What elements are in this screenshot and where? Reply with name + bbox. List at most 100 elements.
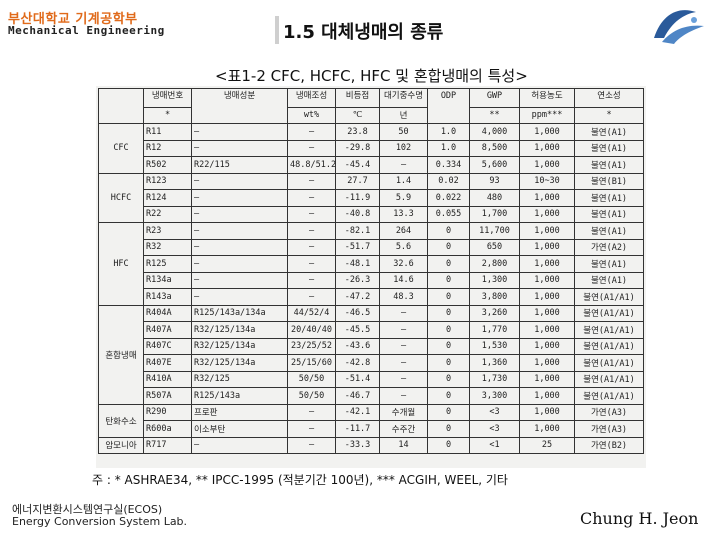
table-row: 암모니아 R717— — -33.3 14 0 <1 25 가연(B2) — [98, 436, 644, 454]
table-cell: 0 — [427, 354, 470, 372]
table-cell: R124 — [143, 189, 192, 207]
table-cell: 0 — [427, 238, 470, 256]
table-body: CFC R11— —23.8 50 1.0 4,000 1,000 불연(A1) R12— — -2… — [98, 123, 644, 454]
refrigerant-table: 냉매번호 냉매성분 냉매조성 비등점 대기중수명 ODP GWP 허용농도 연소… — [98, 88, 644, 454]
table-row: R410A R32/125 50/50 -51.4—0 1,730 1,000 불연(A1/… — [99, 370, 644, 388]
table-cell: R717 — [143, 436, 192, 454]
table-cell: — — [379, 337, 428, 355]
table-cell: 0 — [427, 420, 470, 438]
table-cell: 50 — [379, 123, 428, 141]
table-cell: — — [379, 304, 428, 322]
table-cell: 1,300 — [469, 271, 520, 289]
subheader-cell: ℃ — [335, 106, 380, 124]
table-cell: 가연(A3) — [574, 420, 644, 438]
table-cell: 3,800 — [469, 288, 520, 306]
table-cell: 수개월 — [379, 403, 428, 421]
table-cell: — — [191, 288, 288, 306]
table-cell: 1,000 — [519, 156, 575, 174]
table-cell: — — [287, 403, 336, 421]
slide-title: 1.5 대체냉매의 종류 — [283, 22, 444, 43]
table-cell: — — [191, 139, 288, 157]
table-cell: 불연(A1/A1) — [574, 288, 644, 306]
table-cell: 13.3 — [379, 205, 428, 223]
table-cell: 50/50 — [287, 370, 336, 388]
subheader-cell: ** — [469, 106, 520, 124]
table-cell: R23 — [143, 222, 192, 240]
table-cell: 1,000 — [519, 123, 575, 141]
subheader-cell: * — [143, 106, 192, 124]
table-cell: -40.8 — [335, 205, 380, 223]
table-cell: 1,000 — [519, 222, 575, 240]
table-row: R12— — -29.8 102 1.0 8,500 1,000 불연(A1) — [99, 139, 644, 157]
table-subheader-row: * wt% ℃ 년 ** ppm*** * — [99, 106, 644, 124]
table-cell: 프로판 — [191, 403, 288, 421]
table-cell: — — [287, 288, 336, 306]
table-cell: -51.7 — [335, 238, 380, 256]
table-cell: 1,000 — [519, 205, 575, 223]
table-cell: 불연(B1) — [574, 172, 644, 190]
table-cell: — — [287, 271, 336, 289]
table-cell: — — [191, 172, 288, 190]
table-cell: 0 — [427, 222, 470, 240]
table-cell: 1,000 — [519, 321, 575, 339]
table-cell: — — [287, 436, 336, 454]
table-cell: 1,000 — [519, 403, 575, 421]
lab-logo-icon — [654, 10, 704, 44]
table-cell: 1,000 — [519, 288, 575, 306]
table-cell: <1 — [469, 436, 520, 454]
table-cell: 1,000 — [519, 271, 575, 289]
group-cell: 탄화수소 — [98, 403, 144, 438]
table-cell: 불연(A1/A1) — [574, 370, 644, 388]
table-cell: 0 — [427, 436, 470, 454]
table-cell: — — [191, 205, 288, 223]
table-cell: 10~30 — [519, 172, 575, 190]
table-cell: 수주간 — [379, 420, 428, 438]
table-cell: -45.5 — [335, 321, 380, 339]
table-cell: — — [287, 420, 336, 438]
table-cell: 0 — [427, 387, 470, 405]
table-cell: 가연(A2) — [574, 238, 644, 256]
table-cell: 이소부탄 — [191, 420, 288, 438]
table-row: R502 R22/115 48.8/51.2 -45.4—0.334 5,600 1,00… — [99, 156, 644, 174]
table-cell: <3 — [469, 420, 520, 438]
table-cell: 불연(A1/A1) — [574, 304, 644, 322]
table-cell: -45.4 — [335, 156, 380, 174]
table-cell: 650 — [469, 238, 520, 256]
table-cell: R125 — [143, 255, 192, 273]
lab-name-ko: 에너지변환시스템연구실(ECOS) — [12, 503, 163, 516]
table-cell: 0 — [427, 337, 470, 355]
table-cell: 50/50 — [287, 387, 336, 405]
table-cell: 5.9 — [379, 189, 428, 207]
table-cell: 0.02 — [427, 172, 470, 190]
subheader-cell: wt% — [287, 106, 336, 124]
header-cell: 대기중수명 — [379, 88, 428, 108]
header-cell: 냉매조성 — [287, 88, 336, 108]
table-cell: 불연(A1/A1) — [574, 337, 644, 355]
title-bar — [275, 16, 629, 44]
table-cell: 1.0 — [427, 139, 470, 157]
table-cell: 가연(B2) — [574, 436, 644, 454]
table-cell: 1,530 — [469, 337, 520, 355]
table-cell: -43.6 — [335, 337, 380, 355]
table-cell: -42.8 — [335, 354, 380, 372]
table-footnote: 주 : * ASHRAE34, ** IPCC-1995 (적분기간 100년)… — [92, 473, 508, 487]
table-row: R407A R32/125/134a 20/40/40 -45.5—0 1,770 1,0… — [99, 321, 644, 339]
header-cell: 냉매번호 — [143, 88, 192, 108]
table-cell: R123 — [143, 172, 192, 190]
table-cell: — — [191, 238, 288, 256]
table-cell: 1,730 — [469, 370, 520, 388]
table-cell: 1,000 — [519, 337, 575, 355]
table-cell: R32/125/134a — [191, 354, 288, 372]
table-cell: R134a — [143, 271, 192, 289]
table-cell: — — [287, 222, 336, 240]
table-cell: — — [287, 255, 336, 273]
table-cell: — — [191, 255, 288, 273]
table-cell: 44/52/4 — [287, 304, 336, 322]
table-row: R600a 이소부탄 — -11.7 수주간 0 <3 1,000 가연(A3) — [99, 420, 644, 438]
table-row: 탄화수소 R290 프로판 — -42.1 수개월 0 <3 1,000 가연(A3) — [98, 403, 644, 438]
table-cell: 23/25/52 — [287, 337, 336, 355]
table-row: R143a — — -47.2 48.3 0 3,800 1,000 불연(A1/A1) — [99, 288, 644, 306]
table-cell: -11.7 — [335, 420, 380, 438]
table-cell: 1,000 — [519, 189, 575, 207]
table-cell: 5,600 — [469, 156, 520, 174]
